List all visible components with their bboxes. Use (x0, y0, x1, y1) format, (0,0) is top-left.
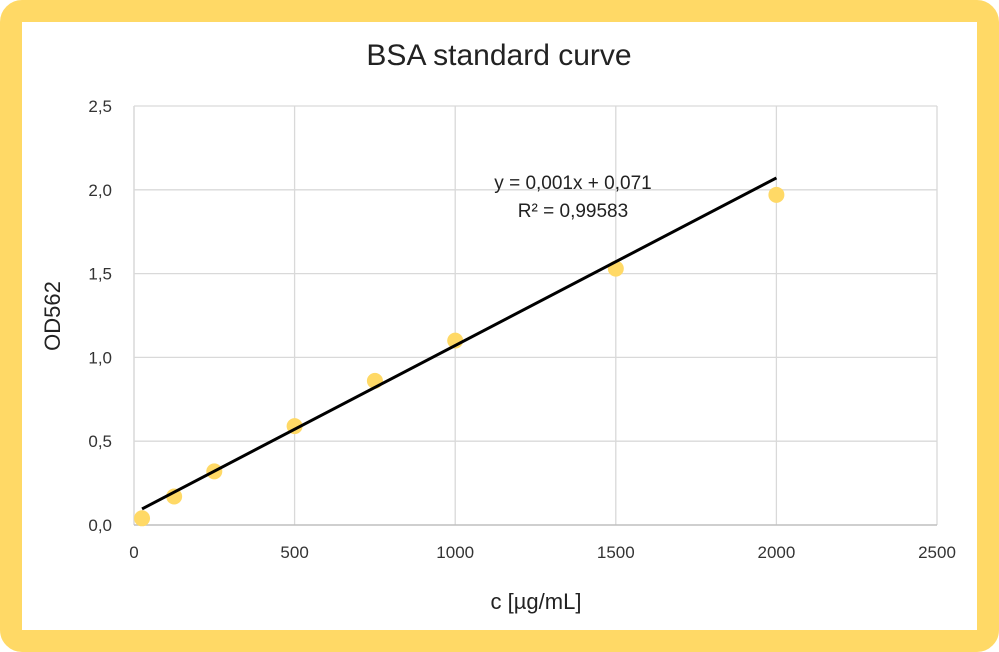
data-point (166, 488, 183, 505)
y-tick-label: 2,0 (88, 181, 112, 200)
r-squared-label: R² = 0,99583 (518, 201, 628, 222)
x-tick-label: 0 (129, 543, 138, 562)
data-points (134, 186, 785, 527)
y-tick-labels: 0,0 0,5 1,0 1,5 2,0 2,5 (88, 97, 112, 535)
y-tick-label: 2,5 (88, 97, 112, 116)
trendline (141, 176, 778, 511)
y-axis-title: OD562 (40, 281, 65, 351)
x-axis-title: c [µg/mL] (491, 589, 582, 614)
x-tick-label: 2000 (757, 543, 795, 562)
x-tick-labels: 0 500 1000 1500 2000 2500 (129, 543, 956, 562)
trendline-equation: y = 0,001x + 0,071 (494, 173, 651, 194)
y-tick-label: 1,0 (88, 348, 112, 367)
x-tick-label: 2500 (918, 543, 956, 562)
x-tick-label: 1500 (597, 543, 635, 562)
trendline-group (141, 176, 778, 511)
y-tick-label: 1,5 (88, 265, 112, 284)
chart-title: BSA standard curve (366, 39, 631, 72)
axes (133, 106, 937, 526)
y-tick-label: 0,0 (88, 516, 112, 535)
grid-lines (134, 105, 938, 525)
x-tick-label: 500 (280, 543, 308, 562)
data-point (134, 510, 151, 527)
y-tick-label: 0,5 (88, 432, 112, 451)
data-point (768, 186, 785, 203)
x-tick-label: 1000 (436, 543, 474, 562)
